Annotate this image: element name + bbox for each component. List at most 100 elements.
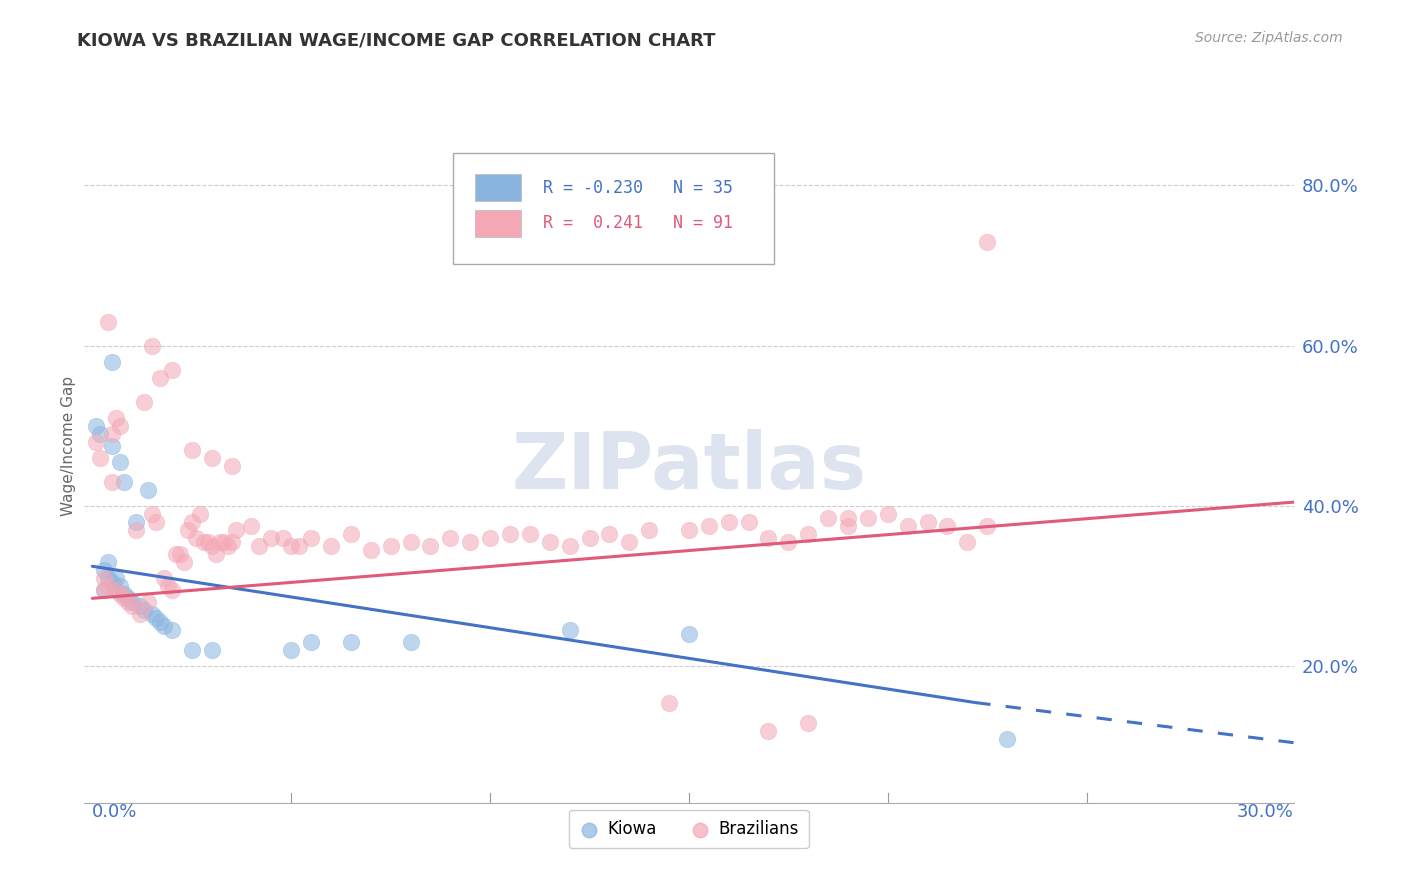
Point <box>149 371 172 385</box>
Point <box>97 571 120 585</box>
Point <box>132 603 155 617</box>
Point <box>221 535 243 549</box>
Point <box>837 519 859 533</box>
Point <box>876 507 898 521</box>
Text: 30.0%: 30.0% <box>1237 803 1294 821</box>
Legend: Kiowa, Brazilians: Kiowa, Brazilians <box>569 810 808 848</box>
Point <box>936 519 959 533</box>
Point <box>697 519 720 533</box>
Point <box>180 442 202 457</box>
Point <box>201 539 224 553</box>
Point <box>125 515 148 529</box>
Point <box>149 615 172 630</box>
Point <box>101 475 124 489</box>
Point <box>360 543 382 558</box>
Point <box>917 515 939 529</box>
Point <box>578 531 600 545</box>
Point <box>184 531 207 545</box>
Point <box>976 235 998 249</box>
Text: R = -0.230   N = 35: R = -0.230 N = 35 <box>543 178 733 196</box>
Point <box>280 539 302 553</box>
Point <box>225 523 247 537</box>
Point <box>108 579 131 593</box>
Point <box>558 539 581 553</box>
Point <box>93 563 115 577</box>
Point <box>105 411 128 425</box>
Point <box>419 539 441 553</box>
Point <box>217 539 239 553</box>
Y-axis label: Wage/Income Gap: Wage/Income Gap <box>60 376 76 516</box>
Point <box>193 535 215 549</box>
Point <box>84 419 107 434</box>
Point <box>797 527 820 541</box>
Point <box>758 723 780 738</box>
Point <box>108 419 131 434</box>
Text: ZIPatlas: ZIPatlas <box>512 429 866 506</box>
Point <box>340 635 363 649</box>
Point <box>399 535 422 549</box>
Point <box>169 547 191 561</box>
Point <box>558 624 581 638</box>
Point <box>897 519 920 533</box>
Point <box>177 523 200 537</box>
Point <box>299 635 322 649</box>
Point <box>380 539 402 553</box>
Point <box>173 555 195 569</box>
FancyBboxPatch shape <box>453 153 773 264</box>
Point <box>519 527 541 541</box>
Point <box>180 643 202 657</box>
Point <box>89 427 111 442</box>
Point <box>319 539 342 553</box>
Point <box>499 527 522 541</box>
Point <box>153 571 176 585</box>
Point <box>93 583 115 598</box>
Point <box>97 315 120 329</box>
Bar <box>475 210 520 237</box>
Point <box>737 515 759 529</box>
Point <box>208 535 231 549</box>
Point <box>247 539 270 553</box>
Point <box>619 535 641 549</box>
Text: Source: ZipAtlas.com: Source: ZipAtlas.com <box>1195 31 1343 45</box>
Point <box>105 583 128 598</box>
Point <box>598 527 620 541</box>
Point <box>212 535 235 549</box>
Point <box>340 527 363 541</box>
Point <box>101 439 124 453</box>
Point <box>204 547 226 561</box>
Point <box>538 535 561 549</box>
Point <box>136 483 159 497</box>
Point <box>817 511 839 525</box>
Point <box>976 519 998 533</box>
Point <box>837 511 859 525</box>
Point <box>153 619 176 633</box>
Point <box>240 519 263 533</box>
Text: 0.0%: 0.0% <box>93 803 138 821</box>
Point <box>101 355 124 369</box>
Point <box>797 715 820 730</box>
Point <box>995 731 1018 746</box>
Point <box>856 511 879 525</box>
Point <box>101 427 124 442</box>
Point <box>141 507 163 521</box>
Point <box>117 595 139 609</box>
Bar <box>475 174 520 202</box>
Point <box>132 395 155 409</box>
Point <box>108 587 131 601</box>
Point <box>165 547 187 561</box>
Point <box>93 583 115 598</box>
Point <box>141 339 163 353</box>
Point <box>271 531 294 545</box>
Point <box>112 587 135 601</box>
Point <box>112 475 135 489</box>
Point <box>129 599 152 614</box>
Point <box>479 531 502 545</box>
Point <box>678 523 700 537</box>
Point <box>141 607 163 622</box>
Point <box>160 583 183 598</box>
Point <box>93 571 115 585</box>
Point <box>201 643 224 657</box>
Point <box>84 435 107 450</box>
Point <box>160 363 183 377</box>
Point <box>288 539 311 553</box>
